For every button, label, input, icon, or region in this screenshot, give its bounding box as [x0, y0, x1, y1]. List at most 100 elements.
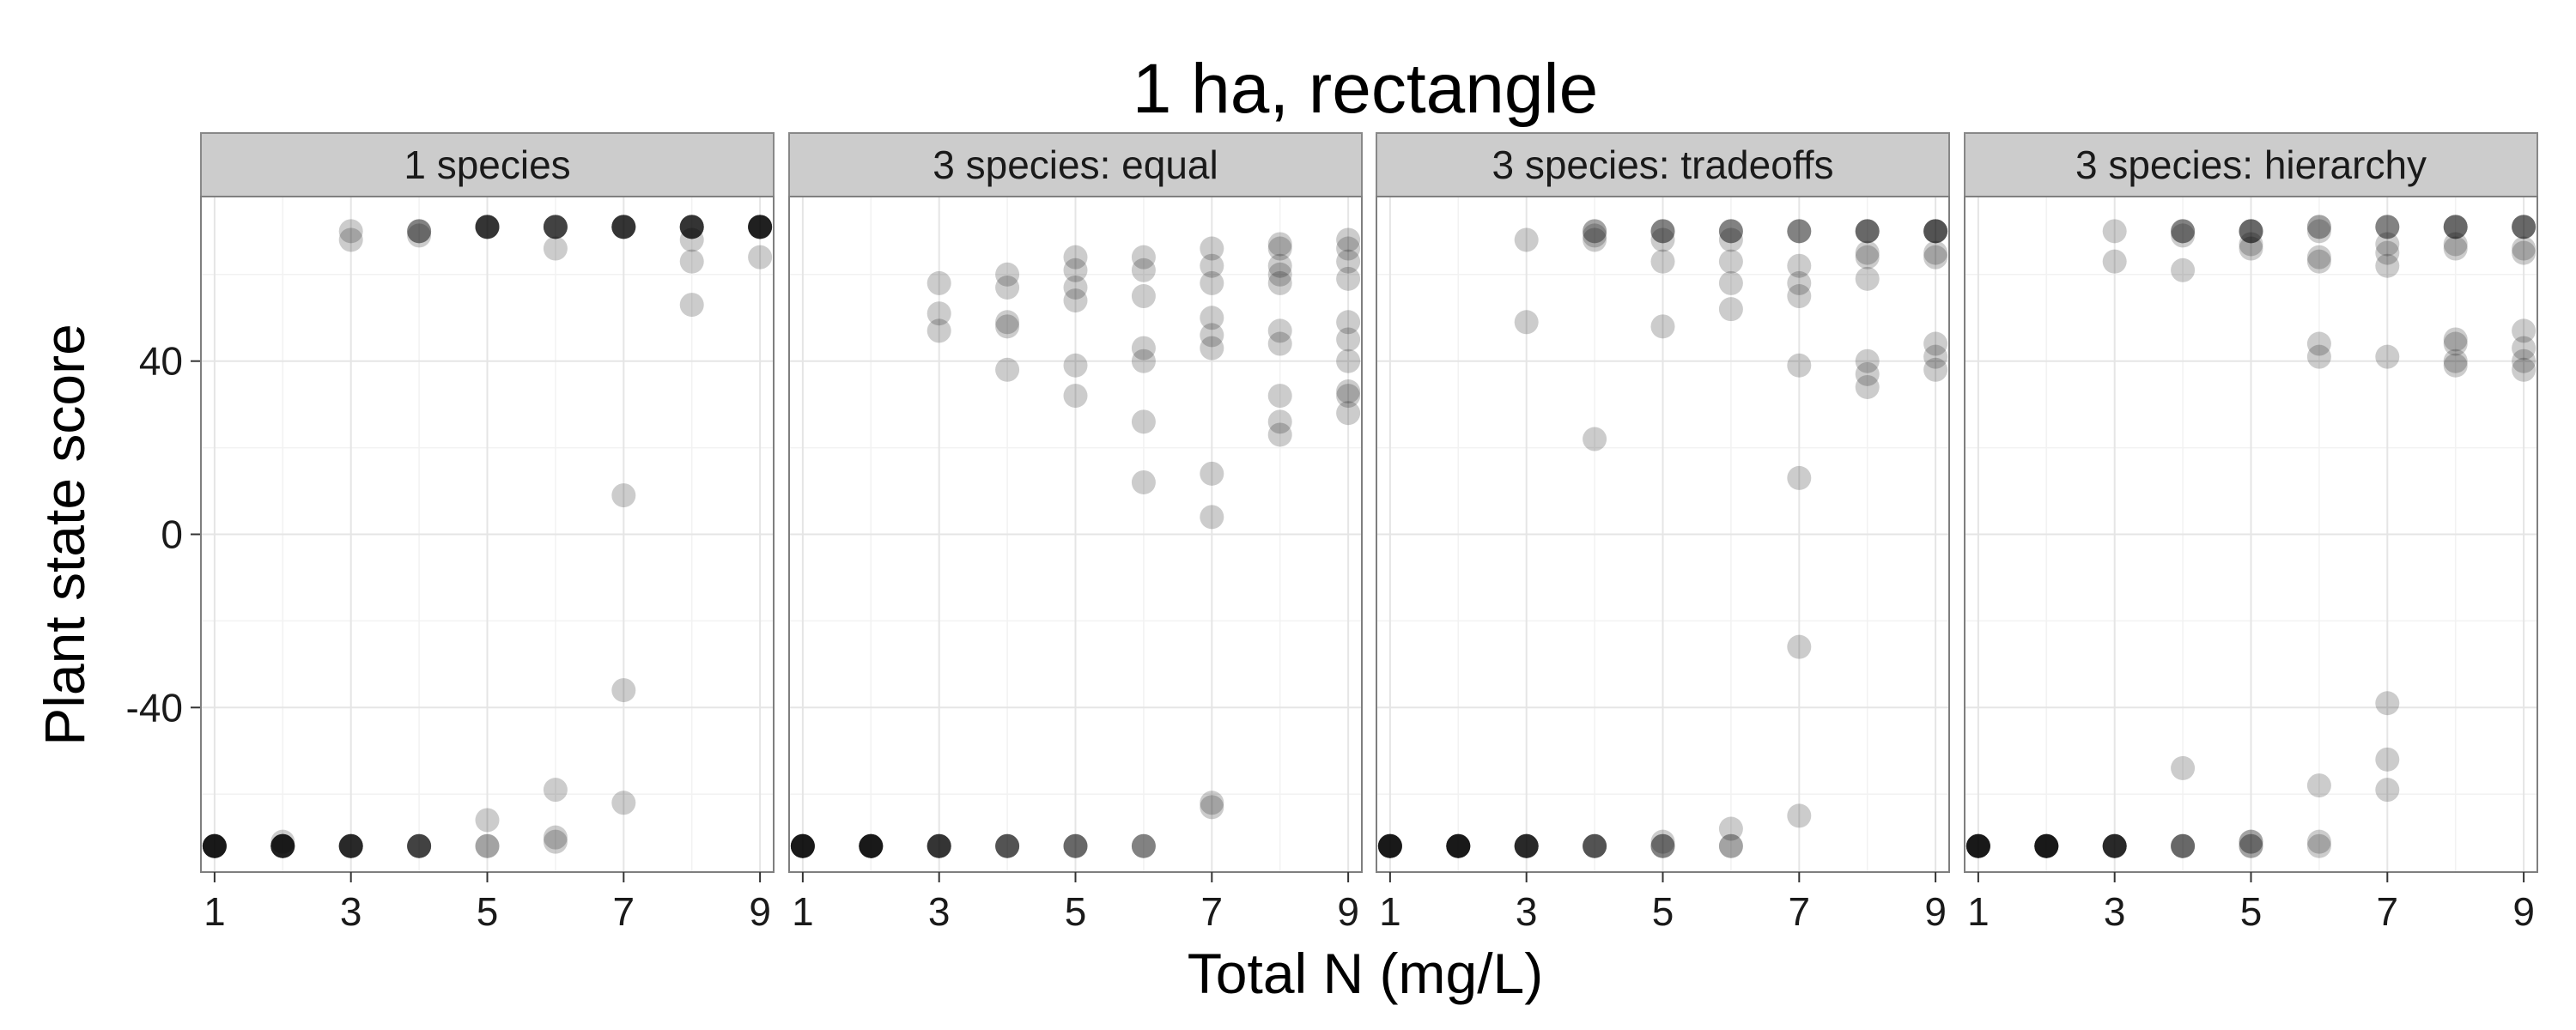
data-point	[475, 215, 500, 239]
data-point	[2512, 236, 2537, 261]
data-point	[679, 215, 704, 239]
data-point	[475, 215, 500, 239]
data-point	[1200, 461, 1224, 486]
data-point	[338, 833, 363, 858]
data-point	[679, 227, 704, 252]
data-point	[1063, 833, 1088, 858]
data-point	[1855, 219, 1880, 244]
data-point	[1855, 219, 1880, 244]
data-point	[407, 219, 432, 244]
data-point	[202, 833, 227, 858]
data-point	[202, 833, 227, 858]
x-tick-label: 5	[2240, 889, 2263, 934]
data-point	[2171, 223, 2196, 248]
data-point	[927, 833, 951, 858]
data-point	[927, 318, 951, 343]
data-point	[1336, 249, 1361, 274]
data-point	[2171, 258, 2196, 282]
data-point	[1377, 833, 1402, 858]
data-point	[1267, 232, 1292, 257]
data-point	[859, 833, 884, 858]
data-point	[1377, 833, 1402, 858]
data-point	[2102, 833, 2127, 858]
data-point	[2443, 331, 2468, 356]
data-point	[2171, 833, 2196, 858]
data-point	[1965, 833, 1990, 858]
x-tick-label: 9	[749, 889, 771, 934]
data-point	[2171, 219, 2196, 244]
grid	[1965, 197, 2537, 872]
data-point	[790, 833, 815, 858]
data-point	[1336, 227, 1361, 252]
facet-strip	[788, 132, 1363, 197]
data-point	[2443, 232, 2468, 257]
data-point	[748, 215, 773, 239]
data-point	[2034, 833, 2059, 858]
data-point	[2443, 348, 2468, 373]
data-point	[995, 275, 1020, 300]
x-tick-label: 9	[1924, 889, 1947, 934]
data-point	[1855, 219, 1880, 244]
data-point	[475, 215, 500, 239]
data-point	[2443, 236, 2468, 261]
data-point	[927, 833, 951, 858]
data-point	[1131, 245, 1156, 270]
data-point	[1200, 795, 1224, 820]
data-point	[1200, 505, 1224, 530]
data-point	[475, 215, 500, 239]
data-point	[2102, 833, 2127, 858]
data-point	[1063, 833, 1088, 858]
data-point	[202, 833, 227, 858]
data-point	[1583, 219, 1607, 244]
data-point	[407, 833, 432, 858]
data-point	[1855, 266, 1880, 291]
data-point	[679, 249, 704, 274]
data-point	[2034, 833, 2059, 858]
x-tick-label: 3	[2104, 889, 2126, 934]
data-point	[1787, 219, 1812, 244]
data-point	[1787, 634, 1812, 659]
data-point	[1650, 833, 1675, 858]
data-point	[1200, 306, 1224, 330]
data-point	[2443, 215, 2468, 239]
data-point	[2306, 344, 2331, 369]
data-point	[1514, 833, 1539, 858]
data-point	[1514, 833, 1539, 858]
data-point	[679, 215, 704, 239]
data-point	[475, 215, 500, 239]
data-point	[1650, 829, 1675, 854]
data-point	[2306, 219, 2331, 244]
data-point	[338, 833, 363, 858]
facet-panel: 3 species: hierarchy 1 3 5 7 9	[1964, 132, 2538, 934]
data-point	[790, 833, 815, 858]
facet-strip-label: 3 species: hierarchy	[2075, 142, 2427, 187]
data-point	[1923, 357, 1948, 382]
data-point	[2512, 215, 2537, 239]
data-point	[1446, 833, 1471, 858]
data-point	[543, 215, 568, 239]
data-point	[1336, 266, 1361, 291]
data-point	[2102, 219, 2127, 244]
data-point	[2443, 215, 2468, 239]
data-point	[1787, 465, 1812, 490]
data-point	[1650, 219, 1675, 244]
data-point	[748, 215, 773, 239]
data-point	[475, 833, 500, 858]
x-tick-label: 1	[1379, 889, 1401, 934]
data-point	[1787, 253, 1812, 278]
data-point	[2512, 215, 2537, 239]
data-point	[1267, 422, 1292, 447]
data-point	[270, 833, 295, 858]
data-point	[475, 833, 500, 858]
x-tick-label: 3	[1516, 889, 1538, 934]
data-point	[1131, 833, 1156, 858]
x-tick-label: 5	[1652, 889, 1674, 934]
data-point	[1063, 288, 1088, 313]
data-point	[611, 215, 636, 239]
data-point	[338, 833, 363, 858]
data-point	[1583, 833, 1607, 858]
data-point	[1446, 833, 1471, 858]
data-point	[1583, 223, 1607, 248]
data-point	[2306, 215, 2331, 239]
data-point	[790, 833, 815, 858]
